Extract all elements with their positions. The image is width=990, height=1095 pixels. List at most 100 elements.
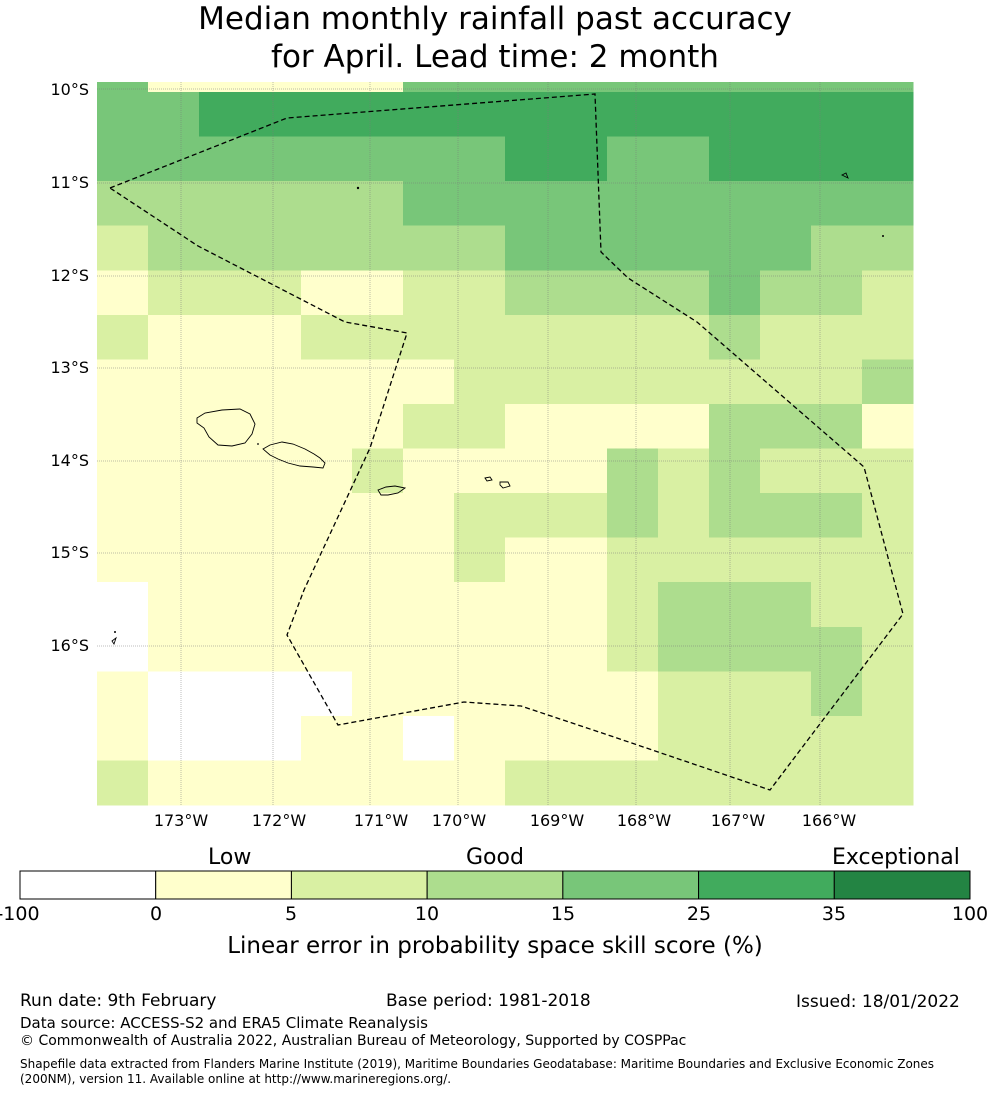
skill-cell: [454, 270, 506, 316]
skill-cell: [505, 136, 557, 182]
skill-cell: [862, 82, 914, 93]
skill-cell: [709, 448, 761, 494]
skill-cell: [199, 626, 251, 672]
skill-cell: [811, 403, 863, 449]
skill-cell: [199, 582, 251, 628]
skill-cell: [301, 626, 353, 672]
skill-cell: [658, 403, 710, 449]
skill-cell: [607, 448, 659, 494]
skill-cell: [556, 92, 608, 138]
skill-cell: [454, 493, 506, 539]
skill-cell: [607, 671, 659, 717]
skill-cell: [454, 537, 506, 583]
island-swains: [840, 172, 849, 179]
skill-cell: [199, 493, 251, 539]
skill-cell: [811, 314, 863, 360]
skill-cell: [658, 359, 710, 405]
skill-cell: [199, 314, 251, 360]
skill-cell: [505, 403, 557, 449]
lat-label: 15°S: [50, 543, 89, 562]
eez-boundary: [108, 93, 904, 791]
skill-cell: [148, 92, 200, 138]
skill-cell: [556, 671, 608, 717]
skill-cell: [760, 493, 812, 539]
skill-cell: [97, 181, 149, 227]
skill-cell: [607, 314, 659, 360]
shapefile-credit: Shapefile data extracted from Flanders M…: [20, 1057, 935, 1086]
skill-cell: [403, 92, 455, 138]
skill-cell: [709, 270, 761, 316]
skill-cell: [199, 82, 251, 93]
skill-cell: [97, 760, 149, 806]
skill-cell: [811, 448, 863, 494]
atoll-dot: [882, 235, 884, 237]
skill-cell: [811, 760, 863, 806]
skill-cell: [760, 537, 812, 583]
colorbar-tick: 10: [414, 903, 440, 925]
skill-cell: [352, 225, 404, 271]
skill-cell: [352, 181, 404, 227]
category-good: Good: [466, 845, 524, 870]
skill-cell: [301, 225, 353, 271]
skill-cell: [199, 715, 251, 761]
skill-cell: [148, 136, 200, 182]
colorbar-tick: 0: [149, 903, 163, 925]
skill-cell: [862, 448, 914, 494]
skill-cell: [760, 448, 812, 494]
skill-cell: [352, 626, 404, 672]
skill-cell: [454, 715, 506, 761]
skill-cell: [352, 582, 404, 628]
island-ofu: [484, 476, 493, 482]
skill-cell: [811, 582, 863, 628]
skill-cell: [862, 92, 914, 138]
colorbar-segment: [19, 870, 157, 900]
skill-cell: [250, 359, 302, 405]
skill-cell: [760, 582, 812, 628]
skill-cell: [97, 92, 149, 138]
lat-label: 11°S: [50, 173, 89, 192]
skill-cell: [148, 448, 200, 494]
skill-cell: [709, 181, 761, 227]
skill-cell: [148, 715, 200, 761]
skill-cell: [250, 82, 302, 93]
skill-cell: [403, 715, 455, 761]
skill-cell: [862, 715, 914, 761]
skill-cell: [709, 671, 761, 717]
skill-cell: [352, 92, 404, 138]
colorbar-tick: 25: [686, 903, 712, 925]
colorbar-segment: [562, 870, 700, 900]
skill-cell: [148, 760, 200, 806]
skill-cell: [403, 671, 455, 717]
skill-cell: [505, 671, 557, 717]
skill-cell: [454, 82, 506, 93]
skill-cell: [250, 493, 302, 539]
skill-cell: [556, 82, 608, 93]
skill-cell: [607, 136, 659, 182]
skill-cell: [403, 582, 455, 628]
skill-cell: [760, 92, 812, 138]
skill-cell: [250, 537, 302, 583]
skill-cell: [862, 537, 914, 583]
colorbar-tick: 100: [951, 903, 989, 925]
skill-cell: [811, 225, 863, 271]
lon-label: 168°W: [616, 811, 672, 830]
skill-cell: [658, 671, 710, 717]
colorbar-segment: [698, 870, 835, 900]
skill-cell: [607, 359, 659, 405]
colorbar-tick: -100: [0, 903, 40, 925]
skill-cell: [760, 225, 812, 271]
skill-cell: [505, 537, 557, 583]
lat-label: 14°S: [50, 451, 89, 470]
skill-cell: [148, 493, 200, 539]
skill-cell: [607, 92, 659, 138]
colorbar-segment: [833, 870, 971, 900]
skill-cell: [199, 403, 251, 449]
skill-cell: [556, 582, 608, 628]
skill-cell: [505, 493, 557, 539]
skill-cell: [811, 181, 863, 227]
graticule: [97, 82, 913, 805]
skill-cell: [454, 92, 506, 138]
lon-label: 167°W: [710, 811, 766, 830]
skill-cell: [301, 314, 353, 360]
skill-cell: [505, 626, 557, 672]
